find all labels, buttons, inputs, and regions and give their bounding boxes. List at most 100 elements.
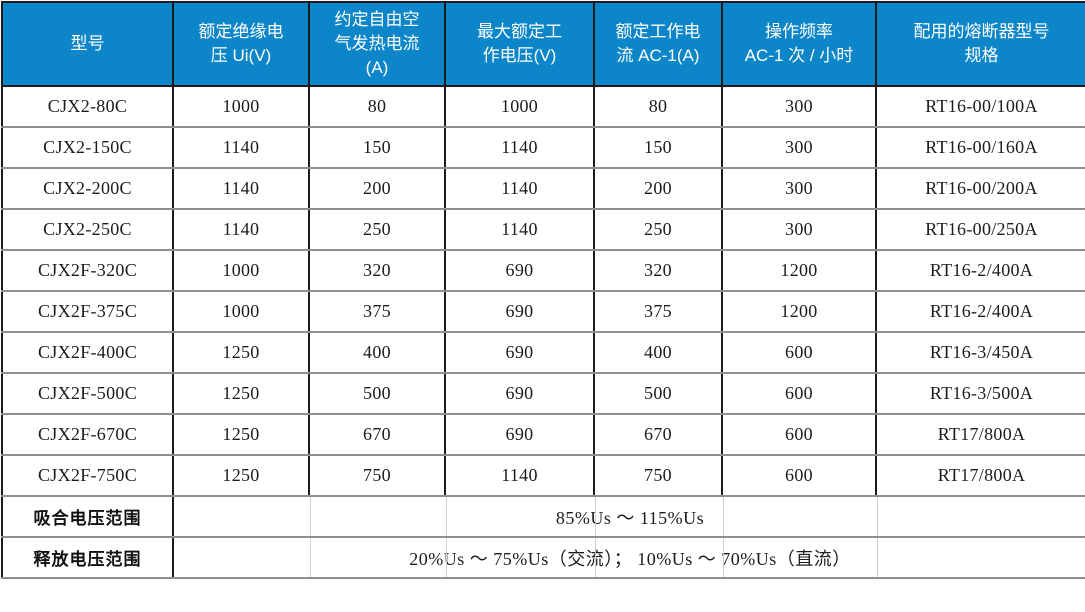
value-cell: 400 (308, 331, 446, 374)
grid-remnant-line (446, 497, 447, 536)
grid-remnant-line (877, 538, 878, 577)
value-cell: 300 (721, 167, 877, 210)
model-cell: CJX2F-750C (1, 454, 174, 497)
model-cell: CJX2F-375C (1, 290, 174, 333)
value-cell: 690 (444, 413, 595, 456)
header-row: 型号 额定绝缘电 压 Ui(V) 约定自由空 气发热电流 (A) 最大额定工 作… (1, 1, 1085, 87)
column-header-fuse-spec: 配用的熔断器型号 规格 (875, 1, 1085, 87)
value-cell: 670 (308, 413, 446, 456)
table-row: CJX2-200C 1140 200 1140 200 300 RT16-00/200A (1, 167, 1085, 210)
column-header-model: 型号 (1, 1, 174, 87)
table-footer: 吸合电压范围 85%Us ～ 115%Us 释放电压范围 (1, 495, 1085, 579)
value-cell: 690 (444, 331, 595, 374)
grid-remnant-line (310, 497, 311, 536)
model-cell: CJX2F-400C (1, 331, 174, 374)
value-cell: 1000 (172, 249, 310, 292)
value-cell: 600 (721, 372, 877, 415)
value-cell: 1250 (172, 372, 310, 415)
value-cell: 1200 (721, 249, 877, 292)
value-cell: RT16-00/100A (875, 85, 1085, 128)
value-cell: 1140 (444, 167, 595, 210)
model-cell: CJX2F-320C (1, 249, 174, 292)
value-cell: 1250 (172, 413, 310, 456)
value-cell: 250 (593, 208, 723, 251)
value-cell: 150 (308, 126, 446, 169)
model-cell: CJX2-200C (1, 167, 174, 210)
table-row: CJX2F-320C 1000 320 690 320 1200 RT16-2/400A (1, 249, 1085, 292)
table-row: CJX2F-400C 1250 400 690 400 600 RT16-3/450A (1, 331, 1085, 374)
table-row: CJX2F-670C 1250 670 690 670 600 RT17/800A (1, 413, 1085, 456)
value-cell: 690 (444, 290, 595, 333)
table-row: CJX2F-375C 1000 375 690 375 1200 RT16-2/400A (1, 290, 1085, 333)
value-cell: 1250 (172, 454, 310, 497)
grid-remnant-line (723, 497, 724, 536)
value-cell: 1250 (172, 331, 310, 374)
pickup-voltage-label: 吸合电压范围 (1, 495, 174, 538)
model-cell: CJX2-80C (1, 85, 174, 128)
release-voltage-label: 释放电压范围 (1, 536, 174, 579)
value-cell: RT16-00/250A (875, 208, 1085, 251)
table-row: CJX2-80C 1000 80 1000 80 300 RT16-00/100A (1, 85, 1085, 128)
value-cell: 1000 (172, 290, 310, 333)
column-header-working-current: 额定工作电 流 AC-1(A) (593, 1, 723, 87)
model-cell: CJX2-250C (1, 208, 174, 251)
contactor-spec-table: 型号 额定绝缘电 压 Ui(V) 约定自由空 气发热电流 (A) 最大额定工 作… (1, 1, 1085, 579)
table-row: CJX2F-500C 1250 500 690 500 600 RT16-3/500A (1, 372, 1085, 415)
table-row: CJX2-250C 1140 250 1140 250 300 RT16-00/250A (1, 208, 1085, 251)
release-voltage-row: 释放电压范围 20%Us ～ 75%Us（交流）； 10%Us ～ 70%Us（… (1, 536, 1085, 579)
value-cell: 375 (593, 290, 723, 333)
pickup-voltage-text: 85%Us ～ 115%Us (555, 507, 705, 528)
value-cell: 375 (308, 290, 446, 333)
value-cell: 1140 (444, 454, 595, 497)
value-cell: 690 (444, 249, 595, 292)
grid-remnant-line (310, 538, 311, 577)
value-cell: 500 (308, 372, 446, 415)
value-cell: 1200 (721, 290, 877, 333)
value-cell: 300 (721, 126, 877, 169)
value-cell: 400 (593, 331, 723, 374)
table-body: CJX2-80C 1000 80 1000 80 300 RT16-00/100A CJX2-… (1, 85, 1085, 497)
table-header: 型号 额定绝缘电 压 Ui(V) 约定自由空 气发热电流 (A) 最大额定工 作… (1, 1, 1085, 87)
value-cell: 250 (308, 208, 446, 251)
value-cell: 1000 (172, 85, 310, 128)
model-cell: CJX2F-500C (1, 372, 174, 415)
grid-remnant-line (877, 497, 878, 536)
value-cell: 150 (593, 126, 723, 169)
value-cell: 300 (721, 208, 877, 251)
value-cell: RT16-00/200A (875, 167, 1085, 210)
value-cell: 300 (721, 85, 877, 128)
value-cell: 320 (308, 249, 446, 292)
value-cell: 600 (721, 413, 877, 456)
value-cell: 670 (593, 413, 723, 456)
pickup-voltage-value: 85%Us ～ 115%Us (172, 495, 1085, 538)
model-cell: CJX2-150C (1, 126, 174, 169)
value-cell: 500 (593, 372, 723, 415)
value-cell: 320 (593, 249, 723, 292)
value-cell: 1140 (172, 167, 310, 210)
value-cell: 80 (308, 85, 446, 128)
value-cell: RT16-00/160A (875, 126, 1085, 169)
value-cell: 1140 (172, 126, 310, 169)
value-cell: 200 (308, 167, 446, 210)
value-cell: RT17/800A (875, 454, 1085, 497)
table-row: CJX2-150C 1140 150 1140 150 300 RT16-00/160A (1, 126, 1085, 169)
value-cell: 1140 (172, 208, 310, 251)
column-header-operating-frequency: 操作频率 AC-1 次 / 小时 (721, 1, 877, 87)
value-cell: 600 (721, 331, 877, 374)
value-cell: 1140 (444, 208, 595, 251)
value-cell: 80 (593, 85, 723, 128)
column-header-insulation-voltage: 额定绝缘电 压 Ui(V) (172, 1, 310, 87)
column-header-max-working-voltage: 最大额定工 作电压(V) (444, 1, 595, 87)
value-cell: 750 (308, 454, 446, 497)
value-cell: 200 (593, 167, 723, 210)
release-voltage-text: 20%Us ～ 75%Us（交流）； 10%Us ～ 70%Us（直流） (409, 548, 851, 569)
release-voltage-value: 20%Us ～ 75%Us（交流）； 10%Us ～ 70%Us（直流） (172, 536, 1085, 579)
value-cell: 690 (444, 372, 595, 415)
value-cell: RT16-2/400A (875, 249, 1085, 292)
value-cell: RT16-3/450A (875, 331, 1085, 374)
value-cell: 750 (593, 454, 723, 497)
pickup-voltage-row: 吸合电压范围 85%Us ～ 115%Us (1, 495, 1085, 538)
table-row: CJX2F-750C 1250 750 1140 750 600 RT17/800A (1, 454, 1085, 497)
column-header-thermal-current: 约定自由空 气发热电流 (A) (308, 1, 446, 87)
value-cell: 1000 (444, 85, 595, 128)
